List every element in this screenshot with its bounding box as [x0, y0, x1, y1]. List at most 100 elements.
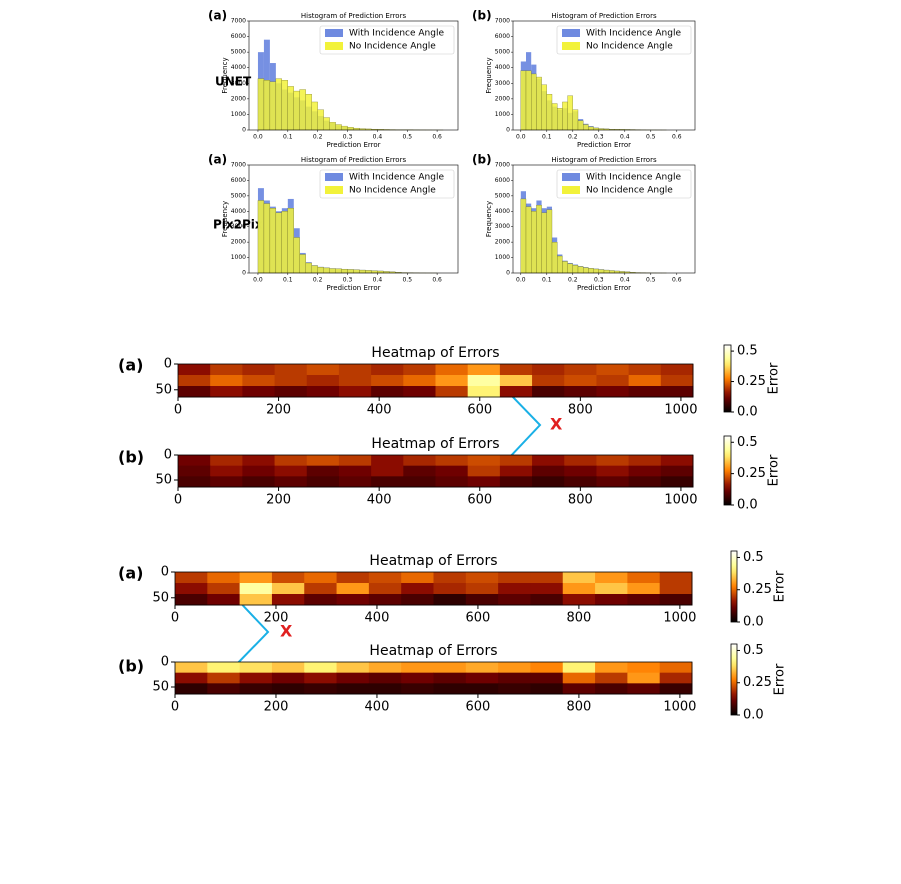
- heatmap-cell: [433, 572, 467, 584]
- heatmap-cell: [627, 594, 661, 606]
- x-tick-label: 400: [367, 403, 392, 418]
- colorbar: [723, 435, 732, 506]
- heatmap-cell: [242, 476, 276, 488]
- x-tick-label: 0.6: [672, 277, 682, 284]
- colorbar-tick-label: 0.25: [743, 675, 772, 690]
- heatmap-cell: [368, 583, 402, 595]
- heatmap-cell: [304, 594, 338, 606]
- histogram-bar: [347, 127, 354, 131]
- heatmap-cell: [498, 583, 531, 595]
- colorbar-tick-label: 0.0: [743, 615, 764, 630]
- heatmap-cell: [530, 662, 564, 674]
- x-tick-label: 0.1: [283, 277, 293, 284]
- heatmap-cell: [433, 672, 467, 684]
- y-tick-label: 0: [164, 357, 172, 372]
- x-tick-label: 0.6: [432, 134, 442, 141]
- heatmap-cell: [467, 375, 501, 387]
- heatmap-cell: [659, 672, 693, 684]
- x-tick-label: 0.1: [542, 277, 552, 284]
- histogram-bar: [323, 117, 330, 131]
- connector-arrow: [232, 594, 270, 669]
- heatmap-cell: [210, 465, 243, 477]
- heatmap-cell: [271, 683, 305, 695]
- heatmap-cell: [562, 672, 596, 684]
- y-tick-label: 7000: [495, 18, 510, 25]
- x-tick-label: 0.5: [402, 134, 412, 141]
- heatmap-cell: [207, 683, 241, 695]
- y-tick-label: 50: [155, 473, 172, 488]
- y-tick-label: 50: [152, 590, 169, 605]
- heatmap-cell: [467, 465, 501, 477]
- x-tick-label: 0.4: [620, 134, 630, 141]
- heatmap-cell: [564, 455, 597, 467]
- heatmap-cell: [242, 455, 276, 467]
- heatmap-cell: [271, 594, 305, 606]
- histogram-bar: [269, 208, 277, 274]
- heatmap-cell: [274, 476, 308, 488]
- heatmap-cell: [628, 465, 662, 477]
- x-tick-label: 0.4: [373, 134, 383, 141]
- x-tick-label: 800: [568, 493, 593, 508]
- y-tick-label: 5000: [495, 192, 510, 199]
- x-tick-label: 0.2: [313, 134, 323, 141]
- histogram-bar: [541, 84, 547, 131]
- legend-swatch: [325, 42, 343, 50]
- y-tick-label: 6000: [231, 33, 246, 40]
- annotation: X: [280, 622, 293, 641]
- heatmap-cell: [336, 594, 370, 606]
- x-tick-label: 800: [566, 611, 591, 626]
- heatmap-cell: [467, 476, 501, 488]
- axes-frame: [174, 661, 693, 695]
- heatmap-cell: [467, 364, 501, 376]
- heatmap-cell: [239, 583, 273, 595]
- x-tick-label: 1000: [663, 700, 696, 715]
- heatmap-cell: [532, 375, 565, 387]
- heatmap-cell: [433, 583, 467, 595]
- colorbar-tick-label: 0.5: [743, 550, 764, 565]
- x-tick-label: 0.1: [542, 134, 552, 141]
- y-tick-label: 1000: [495, 254, 510, 261]
- panel-label: (a): [118, 356, 143, 375]
- legend-swatch: [325, 29, 343, 37]
- x-axis-label: Prediction Error: [577, 141, 631, 149]
- heatmap-cell: [306, 386, 340, 398]
- y-tick-label: 1000: [231, 111, 246, 118]
- x-tick-label: 0.1: [283, 134, 293, 141]
- panel-label: (b): [118, 657, 144, 676]
- y-tick-label: 2000: [231, 95, 246, 102]
- heatmap-cell: [498, 672, 531, 684]
- heatmap-cell: [660, 375, 694, 387]
- heatmap-cell: [530, 594, 564, 606]
- y-tick-label: 3000: [231, 80, 246, 87]
- x-tick-label: 0.3: [594, 277, 604, 284]
- legend-label: No Incidence Angle: [349, 186, 436, 196]
- histogram-bar: [299, 89, 306, 131]
- heatmap-cell: [239, 594, 273, 606]
- axes-frame: [512, 164, 696, 274]
- heatmap-cell: [368, 672, 402, 684]
- y-tick-label: 1000: [231, 254, 246, 261]
- heatmap-cell: [499, 364, 533, 376]
- heatmap-cell: [628, 375, 662, 387]
- heatmap-cell: [532, 386, 565, 398]
- x-tick-label: 1000: [663, 611, 696, 626]
- heatmap-cell: [175, 672, 208, 684]
- heatmap-cell: [306, 375, 340, 387]
- row-label: Pix2Pix: [213, 218, 263, 232]
- y-tick-label: 6000: [495, 33, 510, 40]
- histogram-bar: [557, 255, 563, 274]
- histogram-bar: [583, 267, 589, 274]
- x-tick-label: 0.4: [620, 277, 630, 284]
- heatmap-cell: [274, 386, 308, 398]
- heatmap-cell: [499, 386, 533, 398]
- heatmap-cell: [595, 683, 628, 695]
- heatmap-cell: [306, 465, 340, 477]
- x-tick-label: 0: [174, 403, 182, 418]
- y-tick-label: 2000: [495, 95, 510, 102]
- heatmap-cell: [530, 683, 564, 695]
- panel-label: (a): [208, 9, 227, 23]
- legend-swatch: [562, 29, 580, 37]
- heatmap-cell: [628, 386, 662, 398]
- y-tick-label: 4000: [495, 208, 510, 215]
- legend-swatch: [325, 186, 343, 194]
